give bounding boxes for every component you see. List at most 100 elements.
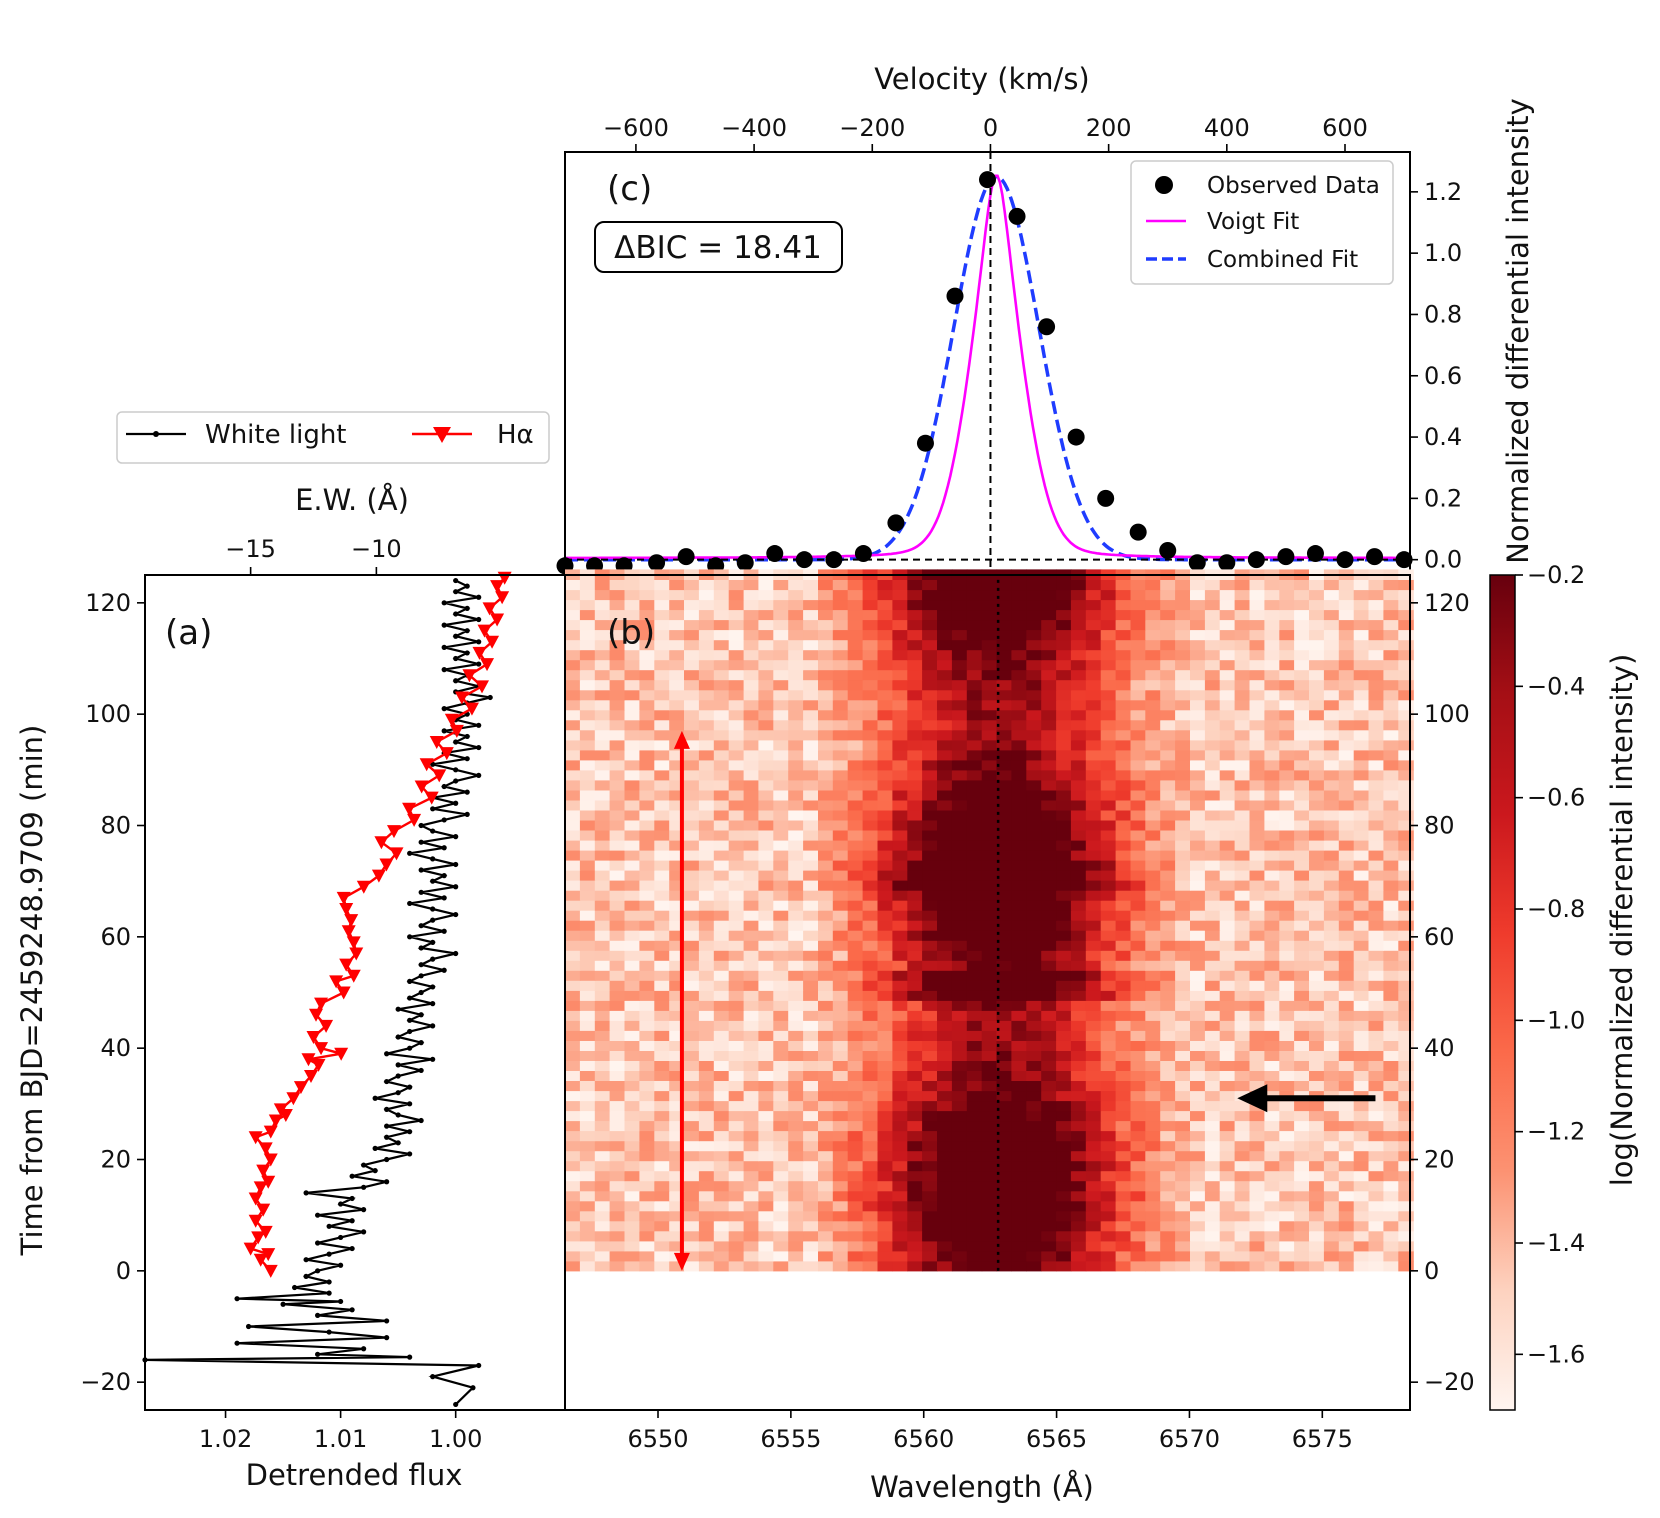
heatmap-cell [1264,699,1280,711]
heatmap-cell [1115,699,1132,711]
heatmap-cell [1338,669,1355,681]
heatmap-cell [1294,1250,1310,1262]
heatmap-cell [1368,769,1384,781]
heatmap-cell [639,769,655,781]
heatmap-cell [996,1190,1012,1202]
heatmap-cell [877,1070,893,1081]
heatmap-cell [1368,689,1384,701]
heatmap-cell [1115,589,1132,601]
h-alpha-point [314,1042,329,1056]
heatmap-cell [1160,880,1176,891]
heatmap-cell [773,840,789,851]
heatmap-cell [832,599,849,611]
heatmap-cell [803,1190,819,1202]
heatmap-cell [713,649,730,661]
heatmap-cell [1353,779,1370,791]
heatmap-cell [1323,1050,1340,1061]
heatmap-cell [1011,1020,1027,1031]
heatmap-cell [832,870,849,881]
white-light-point [407,995,413,1001]
heatmap-cell [609,589,626,601]
heatmap-cell [951,1250,968,1262]
heatmap-cell [937,709,953,721]
heatmap-cell [803,1000,819,1011]
heatmap-cell [1100,589,1117,601]
heatmap-cell [1026,1150,1042,1162]
heatmap-cell [788,1010,804,1021]
heatmap-cell [1175,789,1191,801]
heatmap-cell [1398,1090,1414,1102]
heatmap-cell [773,609,789,621]
heatmap-cell [1249,609,1265,621]
heatmap-cell [892,1100,908,1112]
heatmap-cell [1398,1110,1414,1122]
heatmap-cell [1130,980,1146,991]
heatmap-cell [832,1150,849,1162]
heatmap-cell [847,1030,864,1041]
heatmap-cell [981,799,998,811]
heatmap-cell [788,1080,804,1092]
heatmap-cell [743,970,760,981]
heatmap-cell [728,850,745,861]
heatmap-cell [803,1080,819,1092]
heatmap-cell [1011,719,1027,731]
heatmap-cell [1338,890,1355,901]
heatmap-cell [565,799,581,811]
heatmap-cell [713,809,730,821]
heatmap-cell [713,920,730,931]
heatmap-cell [1190,1230,1206,1242]
heatmap-cell [1145,629,1161,641]
heatmap-cell [579,1170,596,1182]
heatmap-cell [743,930,760,941]
heatmap-cell [758,689,774,701]
heatmap-cell [713,589,730,601]
heatmap-cell [1338,579,1355,591]
heatmap-cell [1160,1100,1176,1112]
heatmap-cell [788,990,804,1001]
heatmap-cell [1294,830,1310,841]
panel-b-label: (b) [607,613,655,653]
heatmap-cell [1070,1150,1087,1162]
heatmap-cell [937,1150,953,1162]
white-light-point [418,923,424,929]
heatmap-cell [922,1040,938,1051]
heatmap-cell [1234,980,1251,991]
heatmap-cell [684,1220,700,1232]
heatmap-cell [1130,1120,1146,1132]
heatmap-cell [773,1190,789,1202]
heatmap-cell [832,649,849,661]
heatmap-cell [818,1060,834,1071]
heatmap-cell [1264,930,1280,941]
heatmap-cell [1175,699,1191,711]
heatmap-cell [818,990,834,1001]
heatmap-cell [907,1190,923,1202]
heatmap-cell [654,830,670,841]
heatmap-cell [1219,910,1236,921]
white-light-point [441,845,447,851]
heatmap-cell [758,920,774,931]
heatmap-cell [996,1230,1012,1242]
heatmap-cell [1309,649,1325,661]
heatmap-cell [594,1120,611,1132]
white-light-point [384,1179,390,1185]
heatmap-cell [758,1120,774,1132]
heatmap-cell [758,970,774,981]
heatmap-cell [1204,830,1221,841]
heatmap-cell [669,589,685,601]
heatmap-cell [951,639,968,651]
h-alpha-point [339,903,354,916]
heatmap-cell [803,1140,819,1152]
heatmap-cell [1338,880,1355,891]
heatmap-cell [1115,1120,1132,1132]
heatmap-cell [1353,1220,1370,1232]
heatmap-cell [1264,789,1280,801]
heatmap-cell [624,1260,640,1272]
white-light-point [338,1201,344,1207]
heatmap-cell [1204,1010,1221,1021]
heatmap-cell [1279,1080,1295,1092]
heatmap-cell [1175,619,1191,631]
heatmap-cell [713,1180,730,1192]
time-tick-label-left: −20 [80,1368,131,1396]
white-light-point [453,739,459,745]
heatmap-cell [1070,1260,1087,1272]
